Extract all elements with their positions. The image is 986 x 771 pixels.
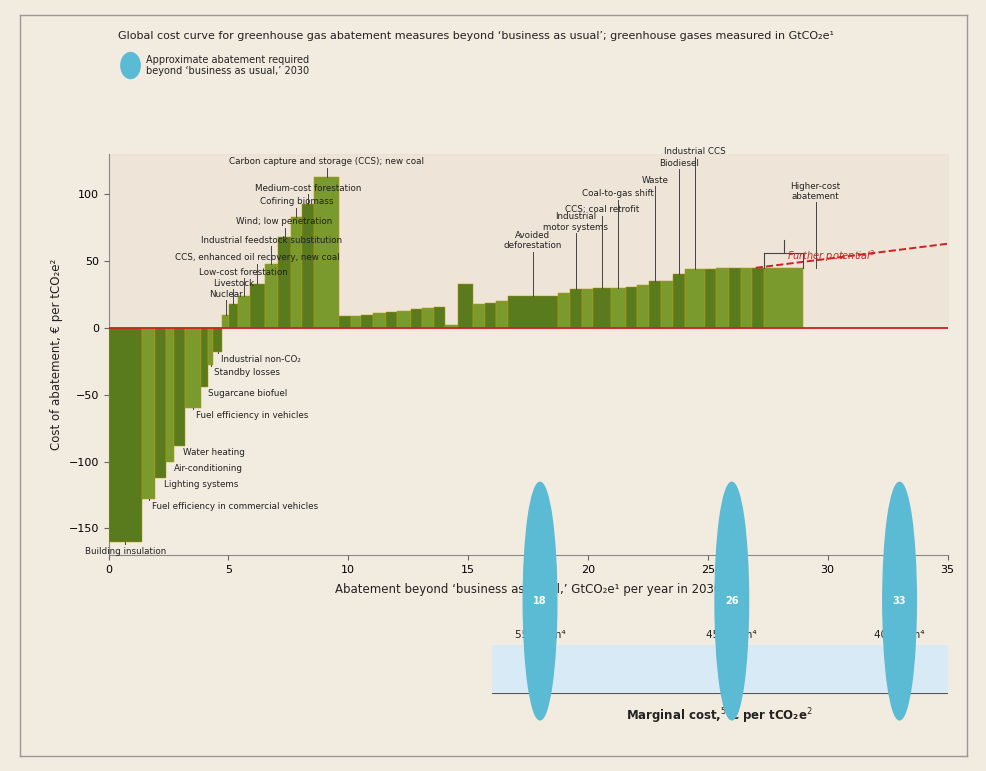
Y-axis label: Cost of abatement, € per tCO₂e²: Cost of abatement, € per tCO₂e²: [50, 259, 63, 450]
Text: Air-conditioning: Air-conditioning: [174, 464, 243, 473]
Text: CCS; coal retrofit: CCS; coal retrofit: [564, 205, 639, 214]
Text: Global cost curve for greenhouse gas abatement measures beyond ‘business as usua: Global cost curve for greenhouse gas aba…: [118, 31, 833, 41]
Text: Fuel efficiency in commercial vehicles: Fuel efficiency in commercial vehicles: [152, 502, 317, 510]
Bar: [238, 296, 249, 328]
Text: Approximate abatement required
beyond ‘business as usual,’ 2030: Approximate abatement required beyond ‘b…: [146, 55, 309, 76]
Bar: [507, 296, 557, 328]
Bar: [175, 328, 185, 446]
Text: Nuclear: Nuclear: [209, 290, 243, 298]
Bar: [763, 268, 803, 328]
Bar: [360, 315, 373, 328]
Bar: [648, 281, 661, 328]
Text: Coal-to-gas shift: Coal-to-gas shift: [582, 190, 654, 198]
Text: Industrial feedstock substitution: Industrial feedstock substitution: [200, 236, 341, 245]
Text: Wind; low penetration: Wind; low penetration: [236, 217, 332, 227]
Text: Lighting systems: Lighting systems: [164, 480, 238, 490]
Bar: [472, 304, 484, 328]
Bar: [610, 288, 625, 328]
Text: 400 ppm⁴: 400 ppm⁴: [874, 630, 924, 640]
Text: 450 ppm⁴: 450 ppm⁴: [706, 630, 756, 640]
Text: Cofiring biomass: Cofiring biomass: [259, 197, 333, 207]
Bar: [249, 284, 265, 328]
Bar: [751, 268, 763, 328]
Bar: [166, 328, 175, 462]
Bar: [314, 177, 339, 328]
Bar: [484, 302, 496, 328]
Bar: [492, 645, 947, 692]
Bar: [433, 307, 445, 328]
Text: 550 ppm⁴: 550 ppm⁴: [514, 630, 565, 640]
Text: Fuel efficiency in vehicles: Fuel efficiency in vehicles: [196, 411, 309, 419]
Bar: [213, 328, 222, 352]
Text: Water heating: Water heating: [183, 448, 245, 457]
Bar: [201, 328, 208, 387]
Bar: [185, 328, 201, 408]
Bar: [208, 328, 213, 365]
Bar: [445, 325, 458, 328]
Bar: [671, 274, 684, 328]
Text: 33: 33: [892, 596, 905, 606]
Bar: [422, 308, 433, 328]
Bar: [410, 309, 422, 328]
Bar: [625, 287, 636, 328]
Text: Industrial CCS: Industrial CCS: [664, 146, 725, 156]
Text: Sugarcane biofuel: Sugarcane biofuel: [208, 389, 287, 399]
Text: CCS, enhanced oil recovery, new coal: CCS, enhanced oil recovery, new coal: [175, 254, 339, 262]
Text: Building insulation: Building insulation: [85, 547, 166, 556]
Circle shape: [714, 483, 747, 720]
Bar: [569, 289, 582, 328]
Bar: [350, 316, 360, 328]
Bar: [277, 237, 291, 328]
Text: Industrial non-CO₂: Industrial non-CO₂: [221, 355, 301, 364]
Bar: [729, 268, 740, 328]
Circle shape: [881, 483, 915, 720]
Text: Livestock: Livestock: [212, 279, 253, 288]
Bar: [458, 284, 472, 328]
Circle shape: [120, 52, 140, 79]
Text: Standby losses: Standby losses: [214, 368, 280, 377]
Bar: [222, 315, 229, 328]
Bar: [716, 268, 729, 328]
Bar: [636, 285, 648, 328]
Text: Marginal cost,$^5$ € per tCO₂e$^2$: Marginal cost,$^5$ € per tCO₂e$^2$: [626, 706, 812, 726]
Bar: [704, 269, 716, 328]
Bar: [557, 293, 569, 328]
Text: Higher-cost
abatement: Higher-cost abatement: [790, 182, 840, 201]
Circle shape: [523, 483, 556, 720]
Text: Industrial
motor systems: Industrial motor systems: [542, 212, 607, 232]
Bar: [339, 316, 350, 328]
Bar: [108, 328, 142, 542]
Bar: [229, 304, 238, 328]
X-axis label: Abatement beyond ‘business as usual,’ GtCO₂e¹ per year in 2030: Abatement beyond ‘business as usual,’ Gt…: [334, 583, 721, 596]
Text: 18: 18: [532, 596, 546, 606]
Bar: [302, 204, 314, 328]
Text: Avoided
deforestation: Avoided deforestation: [503, 231, 561, 251]
Bar: [582, 289, 593, 328]
Bar: [661, 281, 671, 328]
Bar: [373, 313, 386, 328]
Bar: [684, 269, 704, 328]
Bar: [496, 301, 507, 328]
Text: ~25: ~25: [528, 661, 551, 671]
Bar: [593, 288, 610, 328]
Text: Low-cost forestation: Low-cost forestation: [199, 268, 288, 277]
Text: 26: 26: [725, 596, 738, 606]
Bar: [386, 312, 397, 328]
Bar: [397, 311, 410, 328]
Text: ~50: ~50: [887, 661, 910, 671]
Text: ~40: ~40: [720, 661, 742, 671]
Text: Medium-cost forestation: Medium-cost forestation: [254, 184, 361, 193]
Bar: [265, 264, 277, 328]
Text: Carbon capture and storage (CCS); new coal: Carbon capture and storage (CCS); new co…: [229, 157, 424, 167]
Bar: [142, 328, 155, 499]
Bar: [291, 217, 302, 328]
Text: Further potential$^3$: Further potential$^3$: [786, 248, 875, 264]
Bar: [155, 328, 166, 477]
Text: Waste: Waste: [641, 176, 668, 185]
Text: Biodiesel: Biodiesel: [659, 159, 698, 167]
Bar: [740, 268, 751, 328]
